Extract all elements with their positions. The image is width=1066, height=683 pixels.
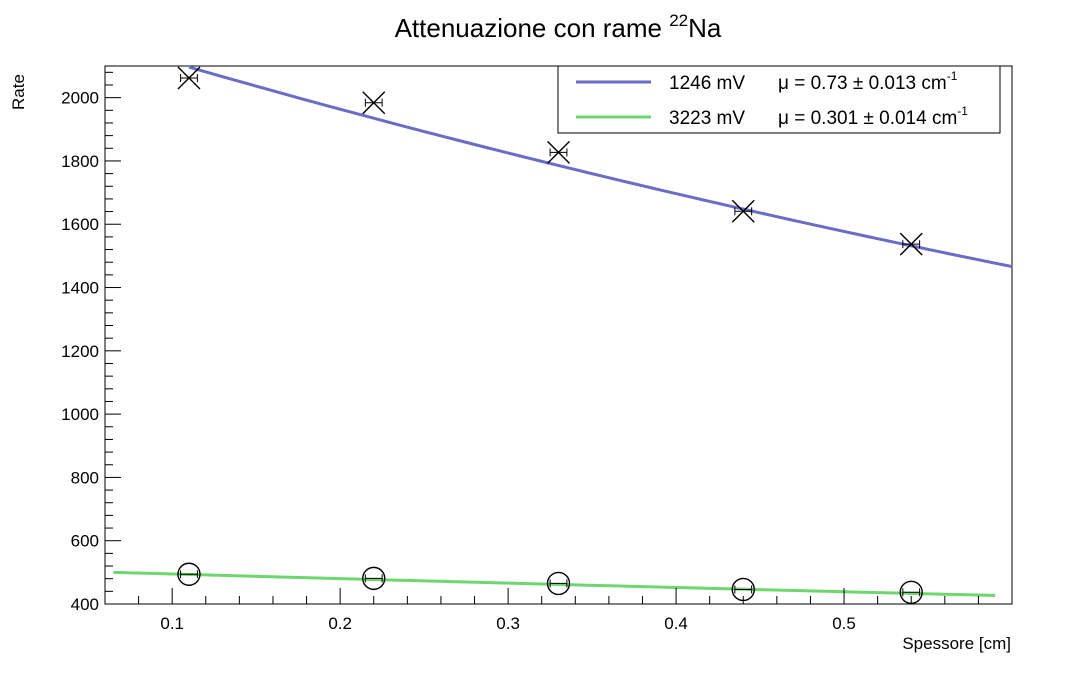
data-point-series-0 [899,232,923,256]
y-tick-label: 1000 [61,405,99,424]
cross-marker-stroke [362,91,386,115]
data-point-series-1 [362,566,386,591]
cross-marker-stroke [899,232,923,256]
circle-marker [177,562,201,586]
chart-title-main: Attenuazione con rame [395,13,670,43]
plot-area-border [104,65,1013,605]
x-tick-label: 0.4 [664,614,688,633]
y-axis-ticks: 400 600 800 1000 1200 1400 1600 1800 2000 [61,71,121,614]
y-tick-label: 1400 [61,279,99,298]
data-point-series-1 [177,562,201,586]
y-tick-label: 2000 [61,89,99,108]
data-point-series-0 [731,199,755,223]
y-tick-label: 400 [71,595,99,614]
circle-marker [362,566,386,591]
legend-fit-1246mv: μ = 0.73 ± 0.013 cm-1 [778,69,958,94]
circle-marker [546,571,571,596]
legend-fit-3223mv: μ = 0.301 ± 0.014 cm-1 [778,104,968,129]
x-tick-label: 0.5 [832,614,856,633]
legend-series-name-3223mv: 3223 mV [669,108,745,129]
cross-marker-stroke [731,199,755,223]
y-tick-label: 600 [71,532,99,551]
fit-line-series-0 [188,65,1013,269]
data-markers [177,66,923,604]
x-axis-title: Spessore [cm] [902,634,1011,653]
x-axis-ticks: 0.1 0.2 0.3 0.4 0.5 [104,588,1013,633]
chart-title: Attenuazione con rame 22Na [395,11,722,43]
y-tick-label: 1800 [61,152,99,171]
data-point-series-1 [546,571,571,596]
y-tick-label: 1600 [61,215,99,234]
chart-title-sup: 22 [669,11,688,30]
fit-line-series-1 [113,570,996,597]
cross-marker-stroke [547,140,570,164]
y-tick-label: 800 [71,468,99,487]
x-tick-label: 0.2 [328,614,352,633]
y-axis-title: Rate [9,74,28,110]
data-point-series-0 [547,140,570,164]
y-tick-label: 1200 [61,342,99,361]
chart-title-tail: Na [688,13,722,43]
data-point-series-0 [362,91,386,115]
plot-frame [104,65,1013,605]
data-point-series-0 [177,66,201,90]
x-tick-label: 0.1 [160,614,184,633]
legend-box [557,65,1001,134]
cross-marker-stroke [177,66,201,90]
legend-series-name-1246mv: 1246 mV [669,73,745,94]
legend: 1246 mV μ = 0.73 ± 0.013 cm-1 3223 mV μ … [557,65,1001,134]
fit-lines [113,65,1013,597]
x-tick-label: 0.3 [496,614,520,633]
